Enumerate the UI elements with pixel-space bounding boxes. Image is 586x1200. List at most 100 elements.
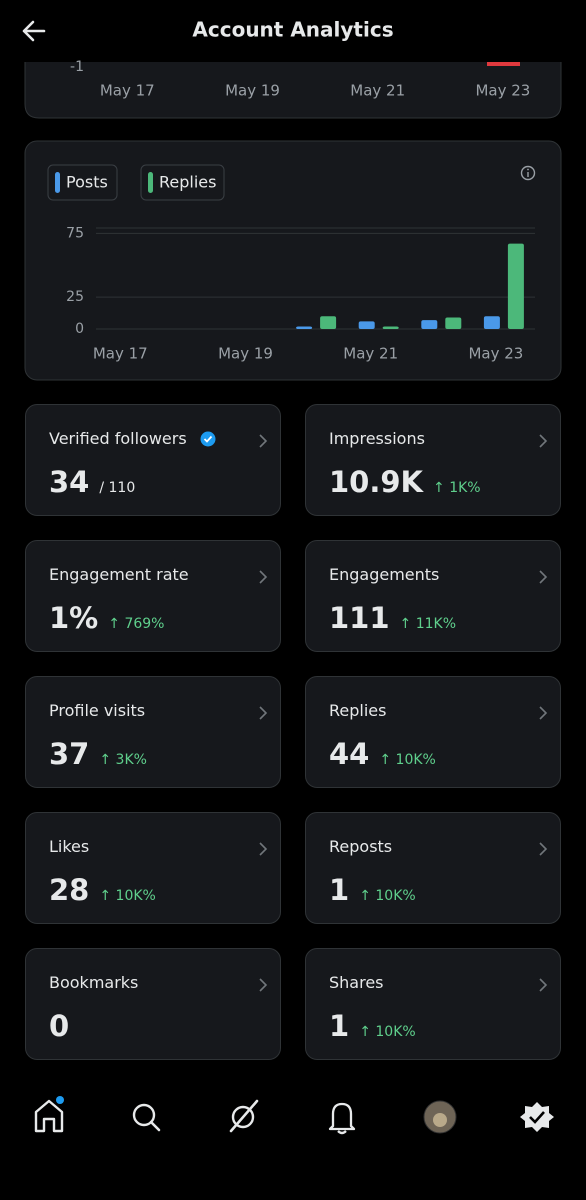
card-change: ↑ 3K% — [99, 752, 147, 768]
card-label: Bookmarks — [49, 973, 139, 992]
value-number: 0 — [49, 1009, 70, 1043]
x-tick-label: May 21 — [343, 345, 398, 363]
x-tick-label: May 21 — [350, 82, 405, 100]
bar — [421, 320, 438, 329]
card-change: ↑ 10K% — [359, 1024, 416, 1040]
legend-box[interactable] — [140, 164, 225, 201]
x-tick-label: May 23 — [475, 82, 530, 100]
card-value: 0 — [49, 1009, 69, 1043]
chevron-path — [259, 706, 268, 720]
card-label: Replies — [329, 701, 387, 720]
value-number: 1 — [329, 873, 350, 907]
value-number: 10.9K — [329, 465, 424, 499]
chevron — [259, 842, 268, 856]
value-number: 34 — [49, 465, 90, 499]
value-number: 28 — [49, 873, 90, 907]
card-label: Likes — [49, 837, 90, 856]
header-and-charts: Account Analytics -1 May 17 May 19 May 21 Ma… — [22, 18, 562, 381]
chevron-path — [259, 978, 268, 992]
card-value: 28 ↑ 10K% — [49, 873, 156, 907]
nav-search-handle — [149, 1120, 161, 1132]
change-text: 1K% — [449, 480, 481, 496]
bar — [358, 321, 375, 329]
chevron — [539, 706, 548, 720]
chevron — [259, 978, 268, 992]
change-text: 11K% — [415, 616, 457, 632]
card-value: 111 ↑ 11K% — [329, 601, 456, 635]
change-text: 3K% — [115, 752, 147, 768]
metric-card[interactable]: Replies 44 ↑ 10K% — [305, 676, 561, 788]
clipped-bar — [487, 62, 520, 66]
card-label: Reposts — [329, 837, 393, 856]
bar — [483, 316, 500, 329]
value-number: 37 — [49, 737, 90, 771]
legend-swatch — [148, 172, 153, 193]
card-total: / 110 — [99, 480, 136, 496]
info-icon-dot — [527, 168, 529, 171]
change-text: 10K% — [395, 752, 436, 768]
card-value: 1% ↑ 769% — [49, 601, 164, 635]
change-text: 10K% — [375, 888, 416, 904]
change-text: 10K% — [115, 888, 156, 904]
nav-home[interactable] — [34, 1099, 64, 1133]
card-label: Profile visits — [49, 701, 146, 720]
bar — [507, 243, 524, 329]
nav-verified[interactable] — [520, 1102, 554, 1132]
legend-swatch — [55, 172, 60, 193]
bar — [382, 326, 399, 329]
chevron-path — [539, 842, 548, 856]
nav-verified-check — [529, 1111, 545, 1124]
card-change: ↑ 10K% — [99, 888, 156, 904]
verified-badge — [200, 431, 216, 447]
chevron — [539, 978, 548, 992]
card-change: ↑ 10K% — [359, 888, 416, 904]
badge-circle — [200, 431, 216, 447]
change-text: 769% — [124, 616, 165, 632]
nav-search[interactable] — [132, 1103, 156, 1127]
x-tick-label: May 19 — [225, 82, 280, 100]
metric-card[interactable]: Impressions 10.9K ↑ 1K% — [305, 404, 561, 516]
chevron-path — [259, 570, 268, 584]
chevron — [539, 434, 548, 448]
back-button[interactable] — [22, 20, 46, 42]
metric-card[interactable]: Shares 1 ↑ 10K% — [305, 948, 561, 1060]
card-change: ↑ 1K% — [433, 480, 481, 496]
legend-box[interactable] — [47, 164, 118, 201]
metric-card[interactable]: Profile visits 37 ↑ 3K% — [25, 676, 281, 788]
y-tick-label: 25 — [66, 289, 84, 305]
metric-card[interactable]: Reposts 1 ↑ 10K% — [305, 812, 561, 924]
metric-card[interactable]: Engagements 111 ↑ 11K% — [305, 540, 561, 652]
metric-card[interactable]: Bookmarks 0 — [25, 948, 281, 1060]
card-value: 1 ↑ 10K% — [329, 1009, 416, 1043]
value-number: 1% — [49, 601, 99, 635]
nav-grok[interactable] — [231, 1105, 255, 1129]
card-change: ↑ 10K% — [379, 752, 436, 768]
chevron-path — [539, 706, 548, 720]
info-icon[interactable] — [520, 165, 536, 181]
metric-card[interactable]: Verified followers 34 / 110 — [25, 404, 281, 516]
value-number: 111 — [329, 601, 390, 635]
bar — [296, 326, 313, 329]
chevron-path — [259, 842, 268, 856]
chevron — [259, 570, 268, 584]
card-label: Shares — [329, 973, 384, 992]
card-label: Engagement rate — [49, 565, 189, 584]
bar — [320, 316, 337, 329]
previous-chart-card — [24, 62, 562, 119]
bar — [445, 317, 462, 329]
chevron — [259, 434, 268, 448]
page-title: Account Analytics — [192, 18, 393, 42]
bottom-nav — [34, 1096, 554, 1135]
avatar-detail — [433, 1113, 447, 1127]
card-label: Engagements — [329, 565, 440, 584]
card-label: Impressions — [329, 429, 425, 448]
x-tick-label: May 17 — [93, 345, 148, 363]
metric-card[interactable]: Engagement rate 1% ↑ 769% — [25, 540, 281, 652]
nav-notifications[interactable] — [328, 1102, 356, 1135]
chevron-path — [539, 570, 548, 584]
card-value: 44 ↑ 10K% — [329, 737, 436, 771]
nav-home-dot — [56, 1096, 64, 1104]
metric-card[interactable]: Likes 28 ↑ 10K% — [25, 812, 281, 924]
card-value: 10.9K ↑ 1K% — [329, 465, 481, 499]
card-change: ↑ 11K% — [399, 616, 457, 632]
